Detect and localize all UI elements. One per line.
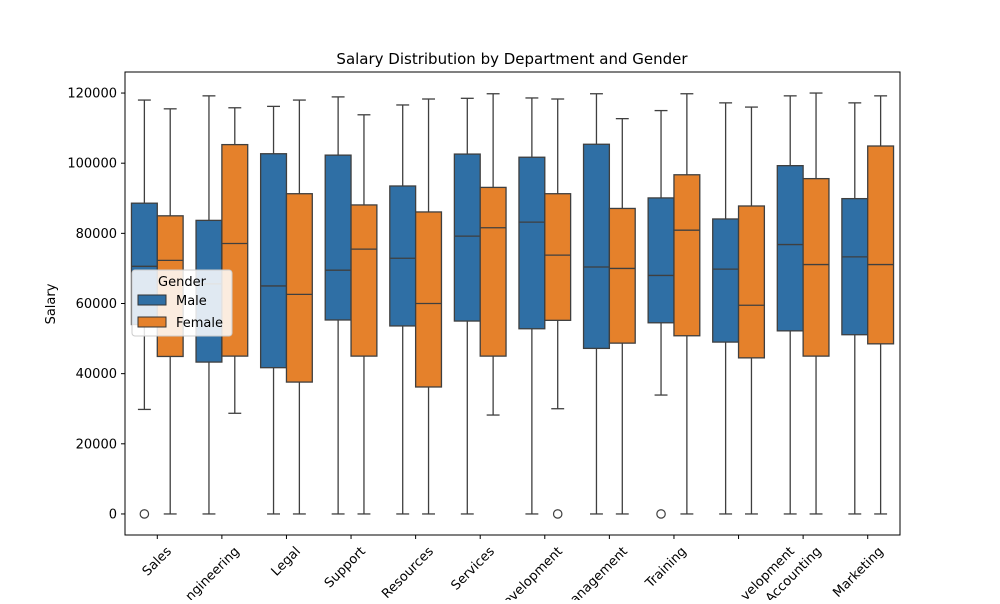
y-tick-label: 0 bbox=[109, 507, 117, 522]
box-female-11 bbox=[867, 95, 895, 515]
box-iqr bbox=[453, 153, 481, 322]
outlier-point bbox=[656, 509, 666, 519]
box-iqr bbox=[544, 193, 572, 321]
y-tick-label: 20000 bbox=[76, 437, 117, 452]
box-iqr bbox=[841, 197, 869, 336]
x-tick-label: Training bbox=[642, 544, 690, 592]
x-tick-label: Legal bbox=[269, 544, 304, 579]
box-male-2 bbox=[259, 105, 288, 515]
box-female-3 bbox=[350, 114, 378, 515]
y-tick-label: 120000 bbox=[67, 87, 117, 102]
x-tick-label: Support bbox=[322, 544, 369, 591]
box-female-4 bbox=[414, 98, 443, 515]
box-female-7 bbox=[608, 118, 636, 515]
box-female-9 bbox=[737, 106, 766, 515]
box-iqr bbox=[867, 145, 895, 345]
x-axis: Sales ngineering Legal Support Resources Serv… bbox=[140, 535, 887, 604]
box-male-9 bbox=[712, 102, 740, 515]
box-female-8 bbox=[673, 93, 701, 515]
x-tick-label: anagement bbox=[568, 544, 631, 600]
box-iqr bbox=[285, 193, 313, 383]
x-tick-label: Sales bbox=[140, 544, 175, 579]
box-female-1 bbox=[221, 107, 249, 414]
box-male-6 bbox=[518, 97, 546, 515]
box-male-10 bbox=[776, 95, 804, 515]
legend-title: Gender bbox=[158, 275, 207, 290]
legend: Gender Male Female bbox=[131, 269, 233, 337]
box-male-8 bbox=[647, 109, 675, 519]
box-iqr bbox=[479, 186, 507, 357]
x-tick-label: Marketing bbox=[830, 544, 886, 600]
box-iqr bbox=[350, 204, 378, 357]
legend-swatch-female bbox=[137, 316, 167, 328]
box-iqr bbox=[518, 156, 546, 330]
box-male-11 bbox=[841, 102, 869, 515]
box-iqr bbox=[389, 185, 417, 327]
box-iqr bbox=[712, 218, 740, 343]
box-iqr bbox=[582, 143, 611, 350]
outlier-point bbox=[552, 509, 563, 519]
y-tick-label: 100000 bbox=[67, 157, 117, 172]
box-female-2 bbox=[285, 99, 313, 515]
outlier-point bbox=[139, 509, 150, 519]
box-female-5 bbox=[479, 93, 507, 416]
legend-label-male: Male bbox=[176, 294, 207, 309]
legend-label-female: Female bbox=[176, 316, 223, 331]
y-axis-label: Salary bbox=[44, 283, 59, 324]
box-iqr bbox=[737, 205, 766, 359]
x-tick-label: evelopment bbox=[500, 544, 565, 600]
boxes-layer bbox=[130, 92, 895, 519]
box-iqr bbox=[259, 153, 288, 369]
box-iqr bbox=[802, 177, 830, 357]
box-iqr bbox=[776, 165, 804, 332]
x-tick-label: Resources bbox=[379, 544, 437, 600]
box-iqr bbox=[673, 174, 701, 337]
box-iqr bbox=[608, 207, 636, 344]
box-male-4 bbox=[389, 104, 417, 515]
chart-title: Salary Distribution by Department and Ge… bbox=[336, 50, 688, 68]
box-male-5 bbox=[453, 97, 481, 515]
box-male-7 bbox=[582, 93, 611, 515]
x-tick-label: Services bbox=[448, 544, 498, 594]
y-tick-label: 80000 bbox=[76, 227, 117, 242]
y-tick-label: 60000 bbox=[76, 297, 117, 312]
box-female-10 bbox=[802, 92, 830, 515]
box-male-3 bbox=[324, 96, 352, 515]
box-iqr bbox=[324, 154, 352, 321]
y-tick-label: 40000 bbox=[76, 367, 117, 382]
box-iqr bbox=[647, 197, 675, 324]
box-iqr bbox=[414, 211, 443, 388]
box-female-6 bbox=[544, 98, 572, 519]
legend-swatch-male bbox=[137, 294, 167, 306]
x-tick-label: ngineering bbox=[183, 544, 243, 600]
y-axis: 0 20000 40000 60000 80000 100000 120000 bbox=[67, 87, 125, 522]
